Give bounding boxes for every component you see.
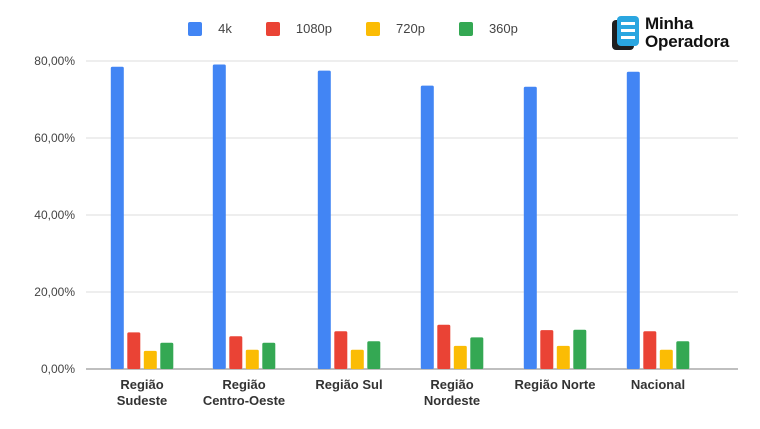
x-category-label: Região Norte xyxy=(515,377,596,392)
legend-swatch xyxy=(458,21,473,36)
brand-logo-icon xyxy=(612,16,639,50)
bar-1080p xyxy=(229,336,243,369)
bar-720p xyxy=(659,349,673,370)
bar-360p xyxy=(262,342,276,369)
legend-item: 360p xyxy=(458,21,518,36)
x-category-label: Região Sudeste xyxy=(117,377,168,408)
y-tick-label: 60,00% xyxy=(34,131,75,145)
bar-360p xyxy=(367,341,381,369)
bar-4k xyxy=(110,66,124,370)
bar-360p xyxy=(573,329,587,369)
x-category-label: Região Centro-Oeste xyxy=(203,377,285,408)
x-category-label: Região Nordeste xyxy=(424,377,480,408)
brand-logo: Minha Operadora xyxy=(612,14,752,54)
y-tick-label: 20,00% xyxy=(34,285,75,299)
legend-label: 720p xyxy=(396,21,425,36)
bar-720p xyxy=(453,345,467,369)
legend-label: 1080p xyxy=(295,21,333,36)
bar-360p xyxy=(470,337,484,369)
legend-item: 720p xyxy=(366,21,425,36)
bar-1080p xyxy=(540,330,554,369)
bar-4k xyxy=(212,64,226,369)
y-tick-label: 80,00% xyxy=(34,54,75,68)
y-tick-label: 0,00% xyxy=(41,362,75,376)
bar-4k xyxy=(317,70,331,369)
legend-label: 360p xyxy=(488,21,518,36)
y-tick-label: 40,00% xyxy=(34,208,75,222)
brand-name-line2: Operadora xyxy=(645,32,730,51)
bar-360p xyxy=(676,341,690,369)
bar-1080p xyxy=(334,331,348,369)
bar-4k xyxy=(420,85,434,369)
legend-swatch xyxy=(366,21,381,36)
brand-name-line1: Minha xyxy=(645,14,694,33)
bar-360p xyxy=(160,342,174,369)
chart-legend: 4k 1080p 720p 360p xyxy=(0,21,760,36)
legend-label: 4k xyxy=(218,21,232,36)
x-category-label: Nacional xyxy=(631,377,685,392)
bar-720p xyxy=(245,349,259,370)
x-category-label: Região Sul xyxy=(315,377,382,392)
legend-swatch xyxy=(188,21,203,36)
bar-720p xyxy=(143,350,157,369)
bar-720p xyxy=(350,349,364,370)
bar-4k xyxy=(523,86,537,370)
bar-1080p xyxy=(127,332,141,369)
legend-item: 1080p xyxy=(265,21,333,36)
bar-1080p xyxy=(643,331,657,369)
legend-swatch xyxy=(265,21,280,36)
bar-1080p xyxy=(437,324,451,369)
bar-720p xyxy=(556,345,570,369)
bar-4k xyxy=(626,71,640,370)
legend-item: 4k xyxy=(188,21,232,36)
